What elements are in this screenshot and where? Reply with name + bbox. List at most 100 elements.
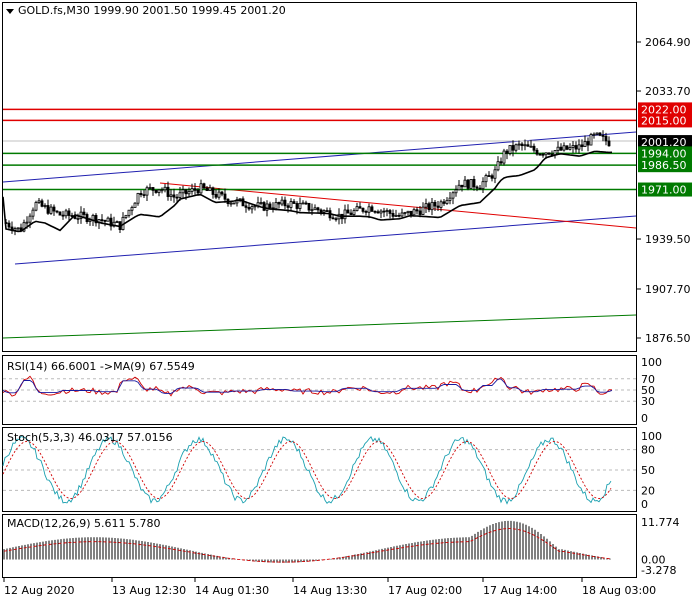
candle-body — [400, 212, 404, 217]
level-label-box — [638, 146, 692, 161]
candle-body — [325, 210, 329, 212]
candle-body — [454, 189, 458, 194]
candle-body — [262, 202, 266, 211]
candle — [592, 132, 596, 139]
candle — [349, 209, 353, 215]
level-label: 1971.00 — [638, 182, 692, 197]
candle — [181, 185, 185, 199]
candle-body — [268, 203, 272, 209]
candle — [301, 200, 305, 205]
candle-body — [421, 206, 425, 215]
main-pane[interactable] — [2, 2, 637, 352]
candle-body — [382, 210, 386, 213]
chevron-down-icon[interactable] — [6, 9, 14, 14]
candle-body — [439, 201, 443, 208]
candle — [529, 140, 533, 148]
candle — [430, 198, 434, 216]
candle-body — [187, 191, 191, 195]
stoch-pane[interactable] — [2, 427, 637, 512]
candle — [358, 202, 362, 209]
candle-body — [373, 210, 377, 213]
candle-body — [601, 134, 605, 137]
candle — [424, 198, 428, 213]
candle — [502, 148, 506, 166]
candle — [433, 199, 437, 212]
candle-body — [367, 206, 371, 213]
candle-body — [157, 189, 161, 193]
candle — [142, 189, 146, 198]
level-label-text: 2001.20 — [641, 136, 687, 149]
candle-body — [556, 146, 560, 151]
level-label: 2022.00 — [638, 102, 692, 117]
candle-body — [82, 211, 86, 215]
rsi-ma-line — [2, 378, 613, 394]
level-label-box — [638, 158, 692, 173]
candle-body — [583, 141, 587, 148]
candle-body — [322, 210, 326, 213]
candle-body — [604, 135, 608, 142]
candle-body — [571, 145, 575, 148]
candle-body — [442, 201, 446, 204]
candle — [574, 141, 578, 153]
price-axis-label: 1907.70 — [645, 283, 691, 296]
candle — [562, 142, 566, 152]
candle-body — [208, 187, 212, 192]
candle-body — [211, 187, 215, 195]
candle-body — [58, 211, 62, 216]
candle-body — [511, 145, 515, 151]
price-axis-label: 2064.90 — [645, 36, 691, 49]
candle — [247, 204, 251, 211]
price-axis-label: 1939.50 — [645, 233, 691, 246]
rsi-line — [2, 375, 613, 397]
macd-pane[interactable] — [2, 514, 637, 578]
candle-body — [577, 144, 581, 150]
candle — [427, 201, 431, 213]
candle — [538, 153, 542, 156]
candle — [457, 179, 461, 191]
candle-body — [364, 211, 368, 213]
candle — [421, 202, 425, 216]
candle — [94, 213, 98, 227]
candle — [598, 132, 602, 137]
candle-body — [52, 206, 56, 212]
candle — [283, 196, 287, 210]
candle — [163, 183, 167, 193]
candle — [7, 220, 11, 231]
rsi-axis-label: 50 — [641, 384, 655, 397]
level-label-box — [638, 102, 692, 117]
candle-body — [406, 210, 410, 213]
candle — [376, 209, 380, 214]
candle-body — [424, 203, 428, 208]
candle — [478, 185, 482, 190]
candle-body — [547, 152, 551, 155]
candle — [208, 184, 212, 192]
level-label: 1994.00 — [638, 146, 692, 161]
candle-body — [568, 146, 572, 150]
candle — [595, 132, 599, 136]
candle — [223, 188, 227, 203]
candle-body — [355, 206, 359, 212]
candle-body — [457, 184, 461, 191]
candle-body — [184, 189, 188, 195]
candle — [601, 130, 605, 142]
candle — [397, 212, 401, 218]
candle — [220, 190, 224, 197]
macd-axis-label: 11.774 — [641, 516, 680, 529]
candle-body — [499, 161, 503, 164]
candle-body — [166, 186, 170, 197]
candle — [499, 157, 503, 165]
candle-body — [100, 219, 104, 222]
rsi-pane[interactable] — [2, 355, 637, 425]
stoch-axis-label: 0 — [641, 498, 648, 511]
candle — [484, 173, 488, 188]
candle — [52, 204, 56, 216]
candle-body — [145, 187, 149, 196]
support-line-green — [2, 314, 637, 339]
trend-line-red — [159, 182, 637, 229]
candle-body — [532, 145, 536, 151]
macd-axis-label: 0.00 — [641, 554, 666, 567]
candle-body — [595, 132, 599, 135]
macd-signal-line — [3, 528, 611, 563]
level-label-text: 1986.50 — [641, 159, 687, 172]
